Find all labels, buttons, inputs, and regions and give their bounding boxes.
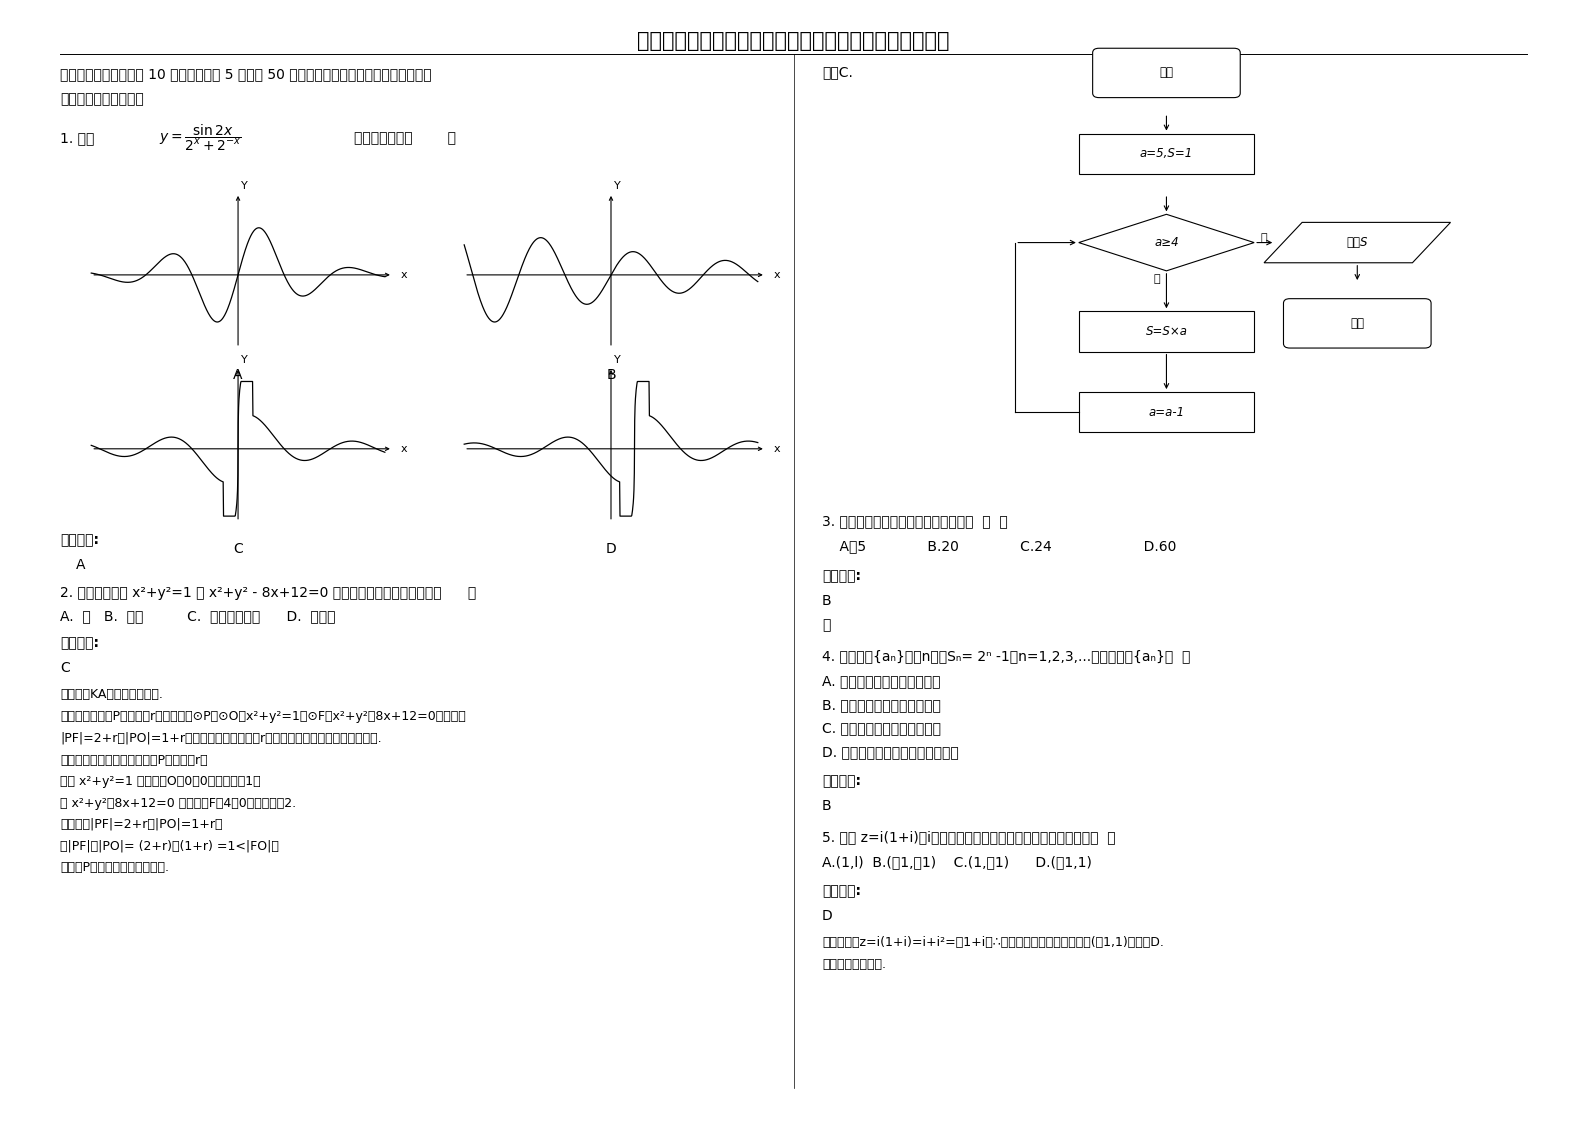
Text: D: D [606,542,616,555]
Text: |PF|=2+r，|PO|=1+r，再两式相减消去参数r，则满足双曲线的定义，问题解决.: |PF|=2+r，|PO|=1+r，再两式相减消去参数r，则满足双曲线的定义，问… [60,732,382,745]
Polygon shape [1079,214,1254,270]
Text: 【考点】KA：双曲线的定义.: 【考点】KA：双曲线的定义. [60,688,163,701]
Text: A. 是等差数列但不是等比数列: A. 是等差数列但不是等比数列 [822,674,941,688]
Text: B. 是等比数列但不是等差数列: B. 是等比数列但不是等差数列 [822,698,941,711]
Text: S=S×a: S=S×a [1146,325,1187,338]
Text: 【解答】解：设动圆的圆心为P，半径为r，: 【解答】解：设动圆的圆心为P，半径为r， [60,754,208,767]
Text: 所以点P的轨迹是双曲线的一支.: 所以点P的轨迹是双曲线的一支. [60,861,170,874]
Text: 3. 如右图所示的程序框图输出的结果是  （  ）: 3. 如右图所示的程序框图输出的结果是 （ ） [822,514,1008,527]
Text: Y: Y [241,355,248,365]
Text: 参考答案:: 参考答案: [822,884,862,898]
Text: 略: 略 [822,618,830,632]
Text: 否: 否 [1260,233,1266,243]
Text: 5. 复数 z=i(1+i)（i是虚数单位）在复平面内所对应点的坐标为（  ）: 5. 复数 z=i(1+i)（i是虚数单位）在复平面内所对应点的坐标为（ ） [822,830,1116,844]
Text: B: B [822,594,832,607]
Text: Y: Y [614,355,621,365]
Text: 依题意得|PF|=2+r，|PO|=1+r，: 依题意得|PF|=2+r，|PO|=1+r， [60,818,222,831]
Text: 参考答案:: 参考答案: [822,569,862,582]
Text: B: B [822,799,832,812]
Text: 2. 一动圆与两圆 x²+y²=1 和 x²+y² - 8x+12=0 都外切，则动圆圆心轨迹为（      ）: 2. 一动圆与两圆 x²+y²=1 和 x²+y² - 8x+12=0 都外切，… [60,586,476,599]
Text: C: C [60,661,70,674]
Text: B: B [606,368,616,381]
Text: x: x [400,270,408,279]
Text: A．5              B.20              C.24                     D.60: A．5 B.20 C.24 D.60 [822,540,1176,553]
Text: x: x [400,444,408,453]
Text: 则|PF|－|PO|= (2+r)－(1+r) =1<|FO|，: 则|PF|－|PO|= (2+r)－(1+r) =1<|FO|， [60,839,279,853]
Text: D: D [822,909,833,922]
Text: A.(1,l)  B.(－1,－1)    C.(1,－1)      D.(－1,1): A.(1,l) B.(－1,－1) C.(1,－1) D.(－1,1) [822,855,1092,868]
Text: a≥4: a≥4 [1154,236,1179,249]
Text: 参考答案:: 参考答案: [60,533,100,546]
Text: 开始: 开始 [1160,66,1173,80]
Text: 是: 是 [1154,274,1160,284]
Text: A: A [76,558,86,571]
Text: 而圆 x²+y²=1 的圆心为O（0，0），半径为1；: 而圆 x²+y²=1 的圆心为O（0，0），半径为1； [60,775,260,789]
Text: 考点：复数的运算.: 考点：复数的运算. [822,958,886,972]
Bar [1079,392,1254,432]
Text: A: A [233,368,243,381]
Text: Y: Y [241,181,248,191]
Text: 参考答案:: 参考答案: [60,636,100,650]
Text: 试题分析：z=i(1+i)=i+i²=－1+i，∴复平面内所对应点的坐标为(－1,1)，故选D.: 试题分析：z=i(1+i)=i+i²=－1+i，∴复平面内所对应点的坐标为(－1… [822,936,1163,949]
Text: D. 既不是等差数列也不是等比数列: D. 既不是等差数列也不是等比数列 [822,745,959,758]
Text: x: x [774,270,781,279]
Text: Y: Y [614,181,621,191]
FancyBboxPatch shape [1092,48,1241,98]
Bar [1079,311,1254,351]
Text: C. 既是等差数列又是等比数列: C. 既是等差数列又是等比数列 [822,721,941,735]
Text: 结束: 结束 [1351,316,1365,330]
FancyBboxPatch shape [1284,298,1431,348]
Text: a=5,S=1: a=5,S=1 [1139,147,1193,160]
Text: 1. 函数: 1. 函数 [60,131,95,145]
Text: 是一个符合题目要求的: 是一个符合题目要求的 [60,92,144,105]
Text: 一、选择题：本大题共 10 小题，每小题 5 分，共 50 分。在每小题给出的四个选项中，只有: 一、选择题：本大题共 10 小题，每小题 5 分，共 50 分。在每小题给出的四… [60,67,432,81]
Text: 输出S: 输出S [1346,236,1368,249]
Text: a=a-1: a=a-1 [1149,406,1184,419]
Text: 故选C.: 故选C. [822,65,852,79]
Text: 的图像大致为（        ）: 的图像大致为（ ） [354,131,455,145]
Bar [1079,134,1254,174]
Text: C: C [233,542,243,555]
Text: 圆 x²+y²－8x+12=0 的圆心为F（4，0），半径为2.: 圆 x²+y²－8x+12=0 的圆心为F（4，0），半径为2. [60,797,297,810]
Text: $y=\dfrac{\sin 2x}{2^x+2^{-x}}$: $y=\dfrac{\sin 2x}{2^x+2^{-x}}$ [159,122,241,153]
Text: A.  圆   B.  椭圆          C.  双曲线的一支      D.  抛物线: A. 圆 B. 椭圆 C. 双曲线的一支 D. 抛物线 [60,609,336,623]
Text: 【分析】设动圆P的半径为r，然后根据⊙P与⊙O：x²+y²=1，⊙F：x²+y²－8x+12=0都外切得: 【分析】设动圆P的半径为r，然后根据⊙P与⊙O：x²+y²=1，⊙F：x²+y²… [60,710,467,724]
Text: 湖南省湘潭市湘乡石板塘中学高二数学理联考试题含解析: 湖南省湘潭市湘乡石板塘中学高二数学理联考试题含解析 [638,31,949,52]
Text: 4. 已知数列{aₙ}的前n项和Sₙ= 2ⁿ -1，n=1,2,3,...，那么数列{aₙ}（  ）: 4. 已知数列{aₙ}的前n项和Sₙ= 2ⁿ -1，n=1,2,3,...，那么… [822,650,1190,663]
Text: 参考答案:: 参考答案: [822,774,862,788]
Polygon shape [1265,222,1451,263]
Text: x: x [774,444,781,453]
